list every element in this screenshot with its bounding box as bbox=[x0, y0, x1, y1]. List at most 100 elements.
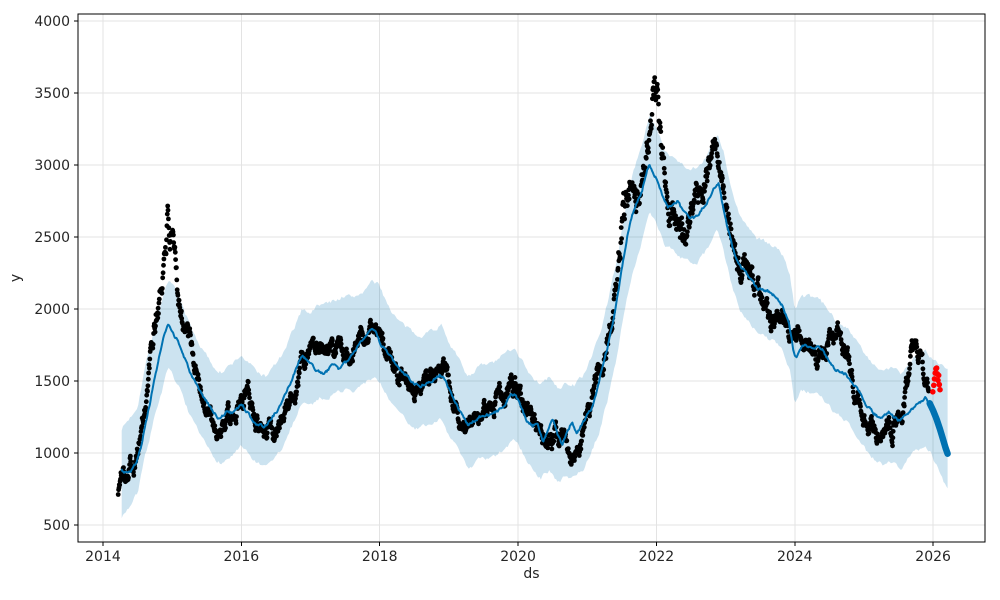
actuals-point bbox=[565, 446, 571, 451]
actuals-point bbox=[887, 420, 893, 425]
actuals-point bbox=[292, 400, 298, 406]
actuals-point bbox=[707, 163, 713, 168]
actuals-point bbox=[138, 433, 144, 439]
actuals-point bbox=[611, 296, 617, 302]
actuals-point bbox=[444, 364, 450, 370]
actuals-point bbox=[441, 356, 446, 362]
actuals-scatter bbox=[115, 75, 931, 497]
actuals-point bbox=[683, 241, 689, 247]
actuals-point bbox=[667, 223, 673, 229]
actuals-point bbox=[146, 370, 152, 376]
actuals-point bbox=[658, 124, 663, 130]
x-tick-label: 2018 bbox=[362, 549, 398, 565]
y-axis-label: y bbox=[8, 273, 24, 283]
actuals-point bbox=[906, 371, 912, 377]
actuals-point bbox=[691, 197, 697, 203]
actuals-point bbox=[615, 265, 621, 271]
actuals-point bbox=[764, 296, 770, 301]
actuals-point bbox=[815, 364, 820, 369]
actuals-point bbox=[902, 389, 908, 395]
actuals-point bbox=[618, 240, 624, 246]
actuals-point bbox=[564, 438, 570, 444]
actuals-point bbox=[908, 353, 913, 359]
actuals-point bbox=[488, 400, 494, 406]
actuals-point bbox=[350, 358, 355, 364]
actuals-point bbox=[920, 359, 925, 365]
actuals-point bbox=[704, 178, 710, 184]
actuals-point bbox=[701, 200, 706, 206]
actuals-point bbox=[115, 492, 121, 497]
actuals-point bbox=[476, 421, 481, 427]
actuals-point bbox=[845, 345, 850, 351]
actuals-point bbox=[742, 252, 747, 257]
actuals-point bbox=[679, 215, 685, 221]
x-axis-label: ds bbox=[523, 566, 540, 582]
actuals-point bbox=[147, 349, 153, 354]
actuals-point bbox=[143, 399, 149, 405]
actuals-point bbox=[147, 356, 153, 362]
actuals-point bbox=[920, 366, 926, 372]
actuals-point bbox=[139, 424, 145, 429]
actuals-point bbox=[850, 389, 856, 395]
y-tick-label: 4000 bbox=[34, 14, 70, 30]
actuals-point bbox=[179, 308, 184, 314]
grid bbox=[78, 14, 985, 542]
actuals-point bbox=[661, 155, 667, 161]
actuals-point bbox=[812, 352, 818, 357]
actuals-point bbox=[847, 361, 852, 367]
recent-actuals-scatter bbox=[930, 365, 943, 395]
actuals-point bbox=[646, 137, 652, 143]
actuals-point bbox=[160, 275, 166, 281]
actuals-point bbox=[164, 211, 170, 217]
actuals-point bbox=[127, 453, 133, 459]
actuals-point bbox=[578, 446, 584, 452]
actuals-point bbox=[247, 395, 252, 401]
actuals-point bbox=[648, 118, 653, 124]
actuals-point bbox=[685, 229, 690, 235]
x-tick-label: 2016 bbox=[224, 549, 260, 565]
actuals-point bbox=[249, 401, 255, 406]
actuals-point bbox=[201, 400, 207, 405]
actuals-point bbox=[297, 365, 303, 371]
forecast-line bbox=[120, 164, 931, 474]
actuals-point bbox=[806, 337, 812, 343]
actuals-point bbox=[580, 433, 586, 438]
actuals-point bbox=[618, 225, 624, 231]
actuals-point bbox=[368, 317, 373, 323]
actuals-point bbox=[662, 170, 667, 176]
recent-actuals-point bbox=[935, 372, 942, 379]
actuals-point bbox=[900, 410, 906, 415]
actuals-point bbox=[622, 216, 627, 222]
actuals-point bbox=[849, 367, 855, 373]
actuals-point bbox=[905, 378, 911, 384]
actuals-point bbox=[660, 145, 666, 151]
actuals-point bbox=[890, 428, 896, 434]
actuals-point bbox=[750, 273, 755, 278]
actuals-point bbox=[246, 391, 252, 397]
actuals-point bbox=[144, 392, 150, 398]
actuals-point bbox=[295, 383, 301, 388]
actuals-point bbox=[491, 414, 497, 420]
actuals-point bbox=[857, 397, 862, 403]
actuals-point bbox=[164, 237, 169, 243]
actuals-point bbox=[728, 226, 734, 232]
y-axis-tick-labels: 500 1000 1500 2000 2500 3000 3500 4000 bbox=[34, 14, 70, 534]
actuals-point bbox=[649, 112, 655, 117]
x-tick-label: 2026 bbox=[915, 549, 951, 565]
actuals-point bbox=[397, 382, 402, 388]
actuals-point bbox=[128, 459, 134, 464]
actuals-point bbox=[664, 194, 670, 200]
actuals-point bbox=[513, 381, 518, 386]
actuals-point bbox=[296, 375, 301, 380]
actuals-point bbox=[532, 412, 537, 417]
actuals-point bbox=[344, 346, 349, 352]
actuals-point bbox=[360, 331, 365, 337]
actuals-point bbox=[705, 171, 710, 176]
recent-actuals-point bbox=[935, 377, 941, 384]
actuals-point bbox=[226, 404, 231, 409]
actuals-point bbox=[572, 458, 577, 463]
actuals-point bbox=[242, 392, 248, 398]
actuals-point bbox=[159, 286, 165, 291]
actuals-point bbox=[212, 423, 218, 429]
